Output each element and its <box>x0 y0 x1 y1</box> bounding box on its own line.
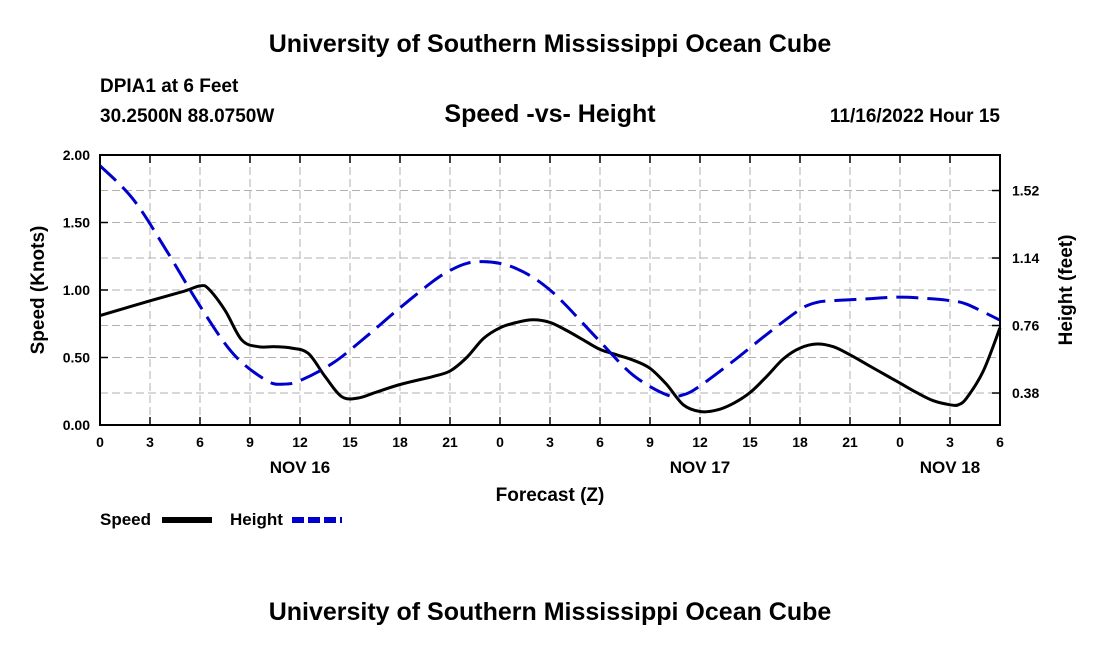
legend-height-label: Height <box>230 510 283 529</box>
x-axis-title: Forecast (Z) <box>496 485 605 506</box>
y2-tick-label: 0.38 <box>1012 385 1039 401</box>
x-tick-label: 21 <box>842 434 858 450</box>
x-tick-label: 3 <box>546 434 554 450</box>
y2-tick-label: 1.14 <box>1012 250 1039 266</box>
x-tick-label: 6 <box>596 434 604 450</box>
x-tick-label: 12 <box>292 434 308 450</box>
x-tick-label: 3 <box>946 434 954 450</box>
series-line-height <box>98 164 1001 399</box>
x-date-label: NOV 17 <box>670 458 730 477</box>
y-tick-label: 1.50 <box>63 215 90 231</box>
chart-title: Speed -vs- Height <box>444 100 656 128</box>
x-tick-label: 18 <box>792 434 808 450</box>
y2-axis-title: Height (feet) <box>1056 235 1077 346</box>
x-date-label: NOV 18 <box>920 458 980 477</box>
y-tick-label: 2.00 <box>63 147 90 163</box>
y-tick-label: 1.00 <box>63 282 90 298</box>
axis-labels-layer: Forecast (Z) Speed (Knots) Height (feet) <box>28 226 1077 506</box>
series-line-speed <box>99 284 1002 414</box>
x-tick-label: 21 <box>442 434 458 450</box>
x-tick-label: 15 <box>742 434 758 450</box>
y2-tick-label: 0.76 <box>1012 318 1039 334</box>
x-tick-label: 18 <box>392 434 408 450</box>
x-tick-label: 3 <box>146 434 154 450</box>
x-tick-label: 15 <box>342 434 358 450</box>
x-tick-label: 6 <box>996 434 1004 450</box>
x-tick-label: 0 <box>896 434 904 450</box>
x-tick-label: 6 <box>196 434 204 450</box>
y-tick-label: 0.00 <box>63 417 90 433</box>
y2-tick-label: 1.52 <box>1012 183 1039 199</box>
x-tick-label: 0 <box>96 434 104 450</box>
legend-speed-label: Speed <box>100 510 151 529</box>
station-label: DPIA1 at 6 Feet <box>100 76 239 97</box>
y-tick-label: 0.50 <box>63 350 90 366</box>
coordinates-label: 30.2500N 88.0750W <box>100 106 275 127</box>
x-tick-label: 9 <box>246 434 254 450</box>
ticks: 0 3 6 9 12 15 18 21 0 3 6 9 12 15 18 21 0 3 6 0.00 0.50 1.00 1… <box>63 147 1040 477</box>
x-tick-label: 9 <box>646 434 654 450</box>
y-axis-title: Speed (Knots) <box>28 226 49 355</box>
x-date-label: NOV 16 <box>270 458 330 477</box>
x-tick-label: 12 <box>692 434 708 450</box>
forecast-datetime: 11/16/2022 Hour 15 <box>829 106 1000 127</box>
page-title: University of Southern Mississippi Ocean… <box>268 30 832 58</box>
legend: Speed Height <box>100 510 342 529</box>
series-layer <box>98 164 1002 414</box>
footer-title: University of Southern Mississippi Ocean… <box>268 598 832 626</box>
x-tick-label: 0 <box>496 434 504 450</box>
